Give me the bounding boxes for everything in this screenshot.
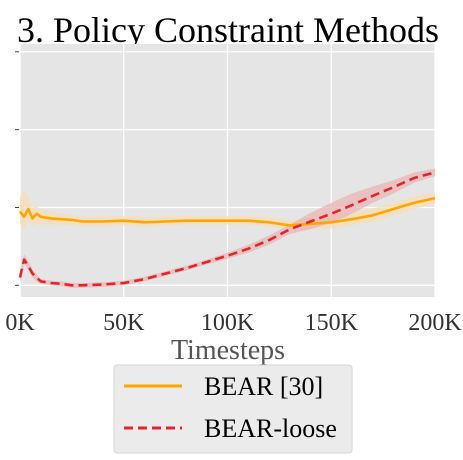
legend-label-bear: BEAR [30] <box>204 372 323 401</box>
x-axis-label: Timesteps <box>171 335 285 366</box>
band-series-1 <box>20 168 435 288</box>
x-tick-label-2: 100K <box>201 310 255 336</box>
chart-title: 3. Policy Constraint Methods <box>17 10 439 50</box>
x-tick-label-1: 50K <box>103 310 145 336</box>
x-tick-labels: 0K 50K 100K 150K 200K <box>5 310 462 336</box>
x-tick-label-4: 200K <box>408 310 462 336</box>
x-tick-label-0: 0K <box>5 310 35 336</box>
y-tick-marks <box>15 51 19 286</box>
legend: BEAR [30] BEAR-loose <box>113 364 353 454</box>
series-lines <box>18 171 436 287</box>
line-series-1 <box>18 171 436 287</box>
line-series-0 <box>18 196 436 227</box>
legend-label-bear-loose: BEAR-loose <box>204 414 337 443</box>
x-tick-label-3: 150K <box>305 310 359 336</box>
